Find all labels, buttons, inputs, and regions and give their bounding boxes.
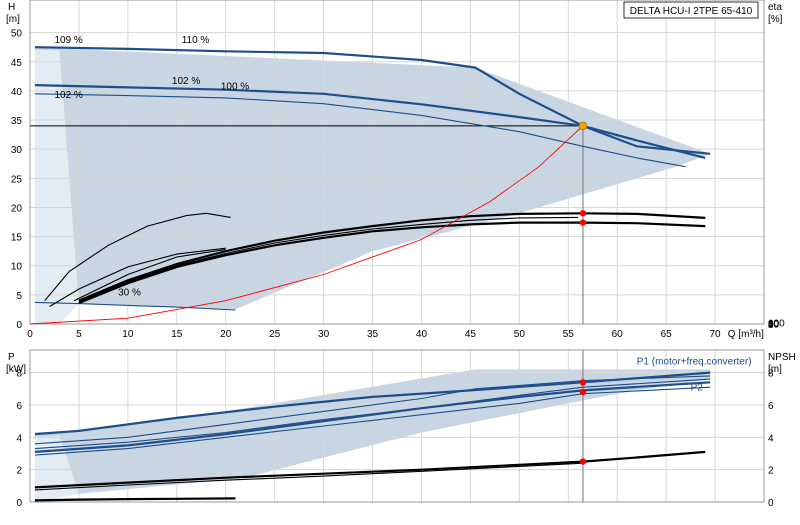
y-right-tick-label: 0 — [768, 320, 774, 331]
pump-title-box: DELTA HCU-I 2TPE 65-410 — [623, 1, 759, 19]
x-tick-label: 55 — [563, 329, 575, 340]
pump-title-frame — [623, 1, 759, 19]
y-left-tick-label: 10 — [11, 262, 23, 273]
x-tick-label: 0 — [27, 329, 33, 340]
eta-curve — [49, 247, 226, 307]
plot-frame — [29, 349, 765, 503]
y-right-axis-unit: [%] — [768, 14, 783, 25]
head-curve — [34, 46, 711, 155]
y-right-tick-label: 20 — [768, 320, 780, 331]
curve-label: 110 % — [182, 35, 210, 46]
npsh-curve — [34, 462, 583, 491]
eta-curve — [78, 216, 579, 303]
curve-label: 102 % — [54, 90, 82, 101]
y-right-tick-label: 80 — [768, 319, 780, 330]
grid — [30, 0, 764, 324]
x-tick-label: 35 — [367, 329, 379, 340]
x-tick-label: 30 — [318, 329, 330, 340]
plot-frame — [29, 0, 765, 325]
y-right-axis-title: NPSH — [768, 352, 796, 363]
y-right-tick-label: 60 — [768, 319, 780, 330]
y-left-tick-label: 6 — [16, 401, 22, 412]
npsh-curve — [34, 450, 706, 489]
y-left-tick-label: 2 — [16, 466, 22, 477]
y-left-tick-label: 25 — [11, 174, 23, 185]
y-left-axis-unit: [kW] — [6, 364, 26, 375]
x-tick-label: 70 — [710, 329, 722, 340]
eta-curve — [73, 248, 226, 302]
x-tick-label: 5 — [76, 329, 82, 340]
y-left-tick-label: 15 — [11, 233, 23, 244]
y-right-tick-label: 40 — [768, 319, 780, 330]
pump-title-text: DELTA HCU-I 2TPE 65-410 — [630, 6, 753, 17]
y-right-tick-label: 0 — [768, 498, 774, 509]
power-curve — [34, 386, 711, 456]
duty-marker — [579, 210, 587, 217]
x-tick-label: 65 — [661, 329, 673, 340]
curve-label: 109 % — [54, 35, 82, 46]
duty-marker — [579, 458, 587, 465]
y-left-tick-label: 35 — [11, 116, 23, 127]
y-right-tick-label: 6 — [768, 401, 774, 412]
x-tick-label: 10 — [122, 329, 134, 340]
y-left-tick-label: 40 — [11, 87, 23, 98]
y-right-axis-unit: [m] — [768, 364, 782, 375]
y-left-tick-label: 50 — [11, 29, 23, 40]
x-tick-label: 40 — [416, 329, 428, 340]
grid — [30, 350, 764, 502]
curve-label: P2 — [691, 382, 704, 393]
x-axis-label: Q [m³/h] — [728, 329, 764, 340]
npsh-curve — [34, 497, 236, 502]
x-tick-label: 25 — [269, 329, 281, 340]
head-curve — [34, 301, 236, 311]
y-left-tick-label: 20 — [11, 203, 23, 214]
power-curve — [34, 371, 711, 436]
power-curve — [34, 375, 711, 445]
y-left-tick-label: 0 — [16, 320, 22, 331]
head-curve — [34, 93, 686, 168]
x-tick-label: 20 — [220, 329, 232, 340]
y-left-tick-label: 30 — [11, 145, 23, 156]
duty-point — [578, 121, 588, 131]
y-left-tick-label: 8 — [16, 369, 22, 380]
system-curve — [29, 125, 584, 325]
y-left-tick-label: 45 — [11, 58, 23, 69]
duty-marker — [579, 388, 587, 396]
y-right-tick-label: 8 — [768, 369, 774, 380]
curve-label: P1 (motor+freq.converter) — [637, 357, 752, 368]
curve-label: 102 % — [172, 76, 200, 87]
x-tick-label: 50 — [514, 329, 526, 340]
power-curve — [34, 381, 711, 453]
duty-marker — [579, 219, 587, 226]
y-left-axis-title: H — [8, 2, 15, 13]
y-left-tick-label: 0 — [16, 498, 22, 509]
y-left-axis-title: P — [8, 352, 15, 363]
x-tick-label: 60 — [612, 329, 624, 340]
head-curve — [34, 84, 706, 159]
min-flow-area — [34, 50, 79, 324]
curve-label: 100 % — [221, 82, 249, 93]
y-left-tick-label: 4 — [16, 433, 22, 444]
x-tick-label: 15 — [171, 329, 183, 340]
y-right-tick-label: 4 — [768, 433, 774, 444]
x-tick-label: 45 — [465, 329, 477, 340]
y-right-axis-title: eta — [768, 2, 782, 13]
eta-curve — [44, 212, 231, 302]
y-right-tick-label: 2 — [768, 466, 774, 477]
y-left-tick-label: 5 — [16, 291, 22, 302]
curve-label: 30 % — [118, 287, 141, 298]
y-right-tick-label: 100 — [768, 319, 785, 330]
y-left-axis-unit: [m] — [6, 14, 20, 25]
duty-marker — [579, 379, 587, 386]
